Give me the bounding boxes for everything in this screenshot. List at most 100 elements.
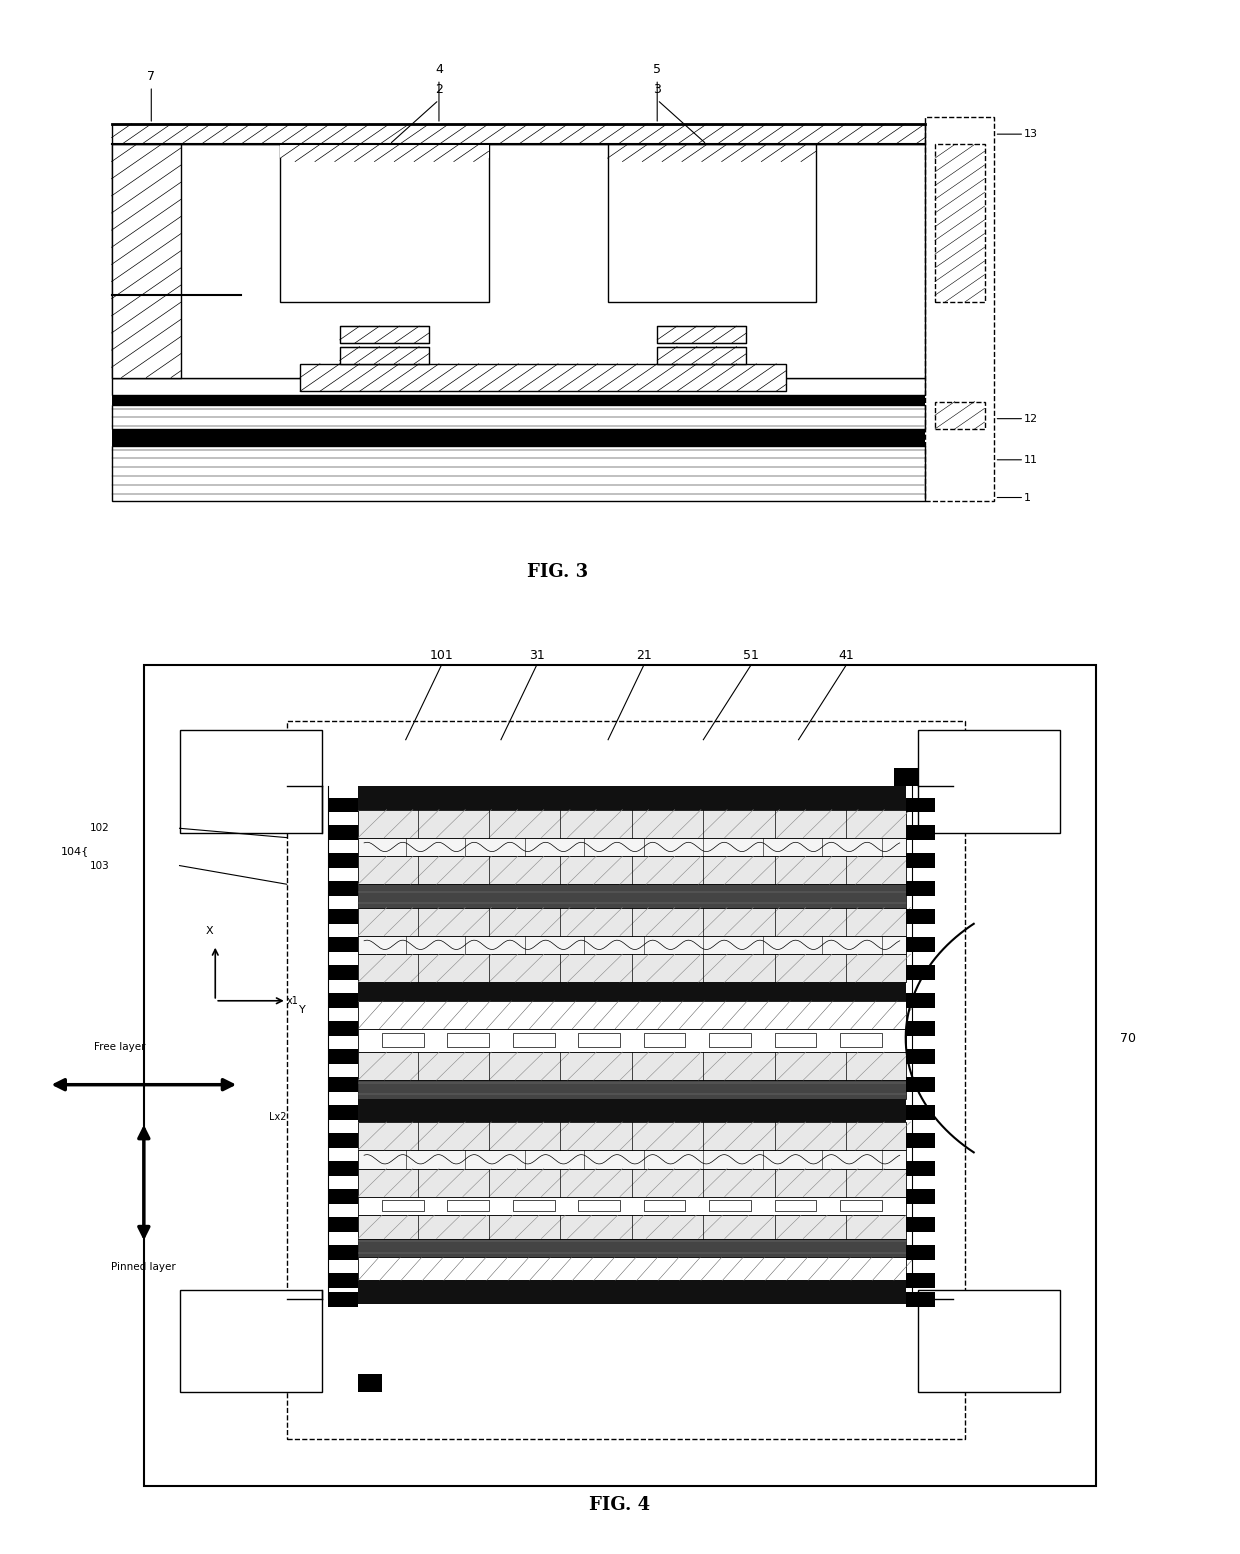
Bar — [329, 1217, 358, 1232]
Bar — [905, 853, 935, 869]
Bar — [608, 145, 816, 301]
Bar — [329, 853, 358, 869]
Bar — [905, 993, 935, 1009]
Bar — [358, 1052, 905, 1080]
Bar — [382, 1200, 424, 1212]
Text: Y: Y — [299, 1005, 305, 1015]
Text: Free layer: Free layer — [94, 1043, 146, 1052]
Bar — [905, 1161, 935, 1176]
Text: 31: 31 — [528, 650, 544, 662]
Bar — [709, 1033, 751, 1047]
Bar — [925, 117, 994, 500]
Bar — [329, 909, 358, 925]
Bar — [340, 347, 429, 364]
Bar — [329, 881, 358, 897]
Bar — [112, 446, 925, 500]
Bar — [578, 1033, 620, 1047]
Bar — [358, 838, 905, 856]
Bar — [905, 909, 935, 925]
Text: FIG. 4: FIG. 4 — [589, 1495, 651, 1514]
Bar — [329, 797, 358, 813]
Bar — [905, 1077, 935, 1092]
Text: Vbias: Vbias — [238, 777, 263, 786]
Bar — [358, 856, 905, 884]
Bar — [905, 825, 935, 841]
Bar — [448, 1033, 489, 1047]
Bar — [358, 936, 905, 954]
Bar — [775, 1200, 816, 1212]
Bar — [329, 1161, 358, 1176]
Bar — [905, 797, 935, 813]
Text: 51: 51 — [743, 650, 759, 662]
Text: 13: 13 — [1024, 129, 1038, 140]
Bar — [905, 1133, 935, 1148]
Text: Lx2: Lx2 — [269, 1113, 286, 1122]
Bar — [905, 1245, 935, 1260]
Text: 41: 41 — [838, 650, 854, 662]
Bar — [905, 1049, 935, 1064]
Bar — [358, 1197, 905, 1215]
Text: 103: 103 — [91, 861, 110, 870]
Bar — [935, 145, 985, 301]
Bar — [358, 884, 905, 908]
Text: 70: 70 — [1120, 1032, 1136, 1044]
Text: 3: 3 — [653, 84, 661, 96]
Bar — [112, 145, 181, 378]
Bar — [709, 1200, 751, 1212]
Bar — [358, 786, 905, 810]
Bar — [775, 1033, 816, 1047]
Bar — [329, 1245, 358, 1260]
Bar — [300, 364, 786, 392]
Bar — [657, 326, 746, 343]
Bar — [329, 1189, 358, 1204]
Text: X: X — [206, 926, 213, 936]
Text: 5: 5 — [653, 62, 661, 76]
Bar — [329, 1105, 358, 1120]
Bar — [112, 406, 925, 429]
Bar — [894, 768, 918, 786]
Bar — [935, 401, 985, 429]
Text: 7: 7 — [148, 70, 155, 82]
Bar — [280, 145, 489, 301]
Bar — [329, 1049, 358, 1064]
Bar — [358, 1239, 905, 1257]
Bar — [329, 1021, 358, 1037]
Bar — [358, 1099, 905, 1122]
Bar — [358, 954, 905, 982]
Bar — [905, 965, 935, 981]
Bar — [180, 1290, 322, 1392]
Text: 4: 4 — [435, 62, 443, 76]
Text: x1: x1 — [286, 996, 299, 1005]
Bar — [905, 1189, 935, 1204]
Text: GND: GND — [978, 1336, 999, 1346]
Bar — [329, 937, 358, 953]
Bar — [112, 395, 925, 406]
Bar — [918, 730, 1060, 833]
Bar — [286, 721, 965, 1439]
Bar — [358, 1280, 905, 1304]
Bar — [448, 1200, 489, 1212]
Bar — [112, 429, 925, 446]
Bar — [841, 1033, 882, 1047]
Bar — [358, 1150, 905, 1169]
Bar — [112, 378, 925, 395]
Text: Pinned layer: Pinned layer — [112, 1262, 176, 1271]
Text: V+: V+ — [982, 777, 996, 786]
Bar — [358, 1169, 905, 1197]
Bar — [513, 1033, 554, 1047]
Bar — [644, 1200, 686, 1212]
Text: 1: 1 — [1024, 493, 1032, 502]
Bar — [644, 1033, 686, 1047]
Bar — [358, 810, 905, 838]
Bar — [578, 1200, 620, 1212]
Bar — [358, 1374, 382, 1392]
Bar — [841, 1200, 882, 1212]
Bar — [340, 326, 429, 343]
Bar — [905, 881, 935, 897]
Bar — [382, 1033, 424, 1047]
Bar — [329, 1291, 358, 1307]
Bar — [329, 1077, 358, 1092]
Bar — [905, 1291, 935, 1307]
Bar — [358, 908, 905, 936]
Bar — [905, 1273, 935, 1288]
